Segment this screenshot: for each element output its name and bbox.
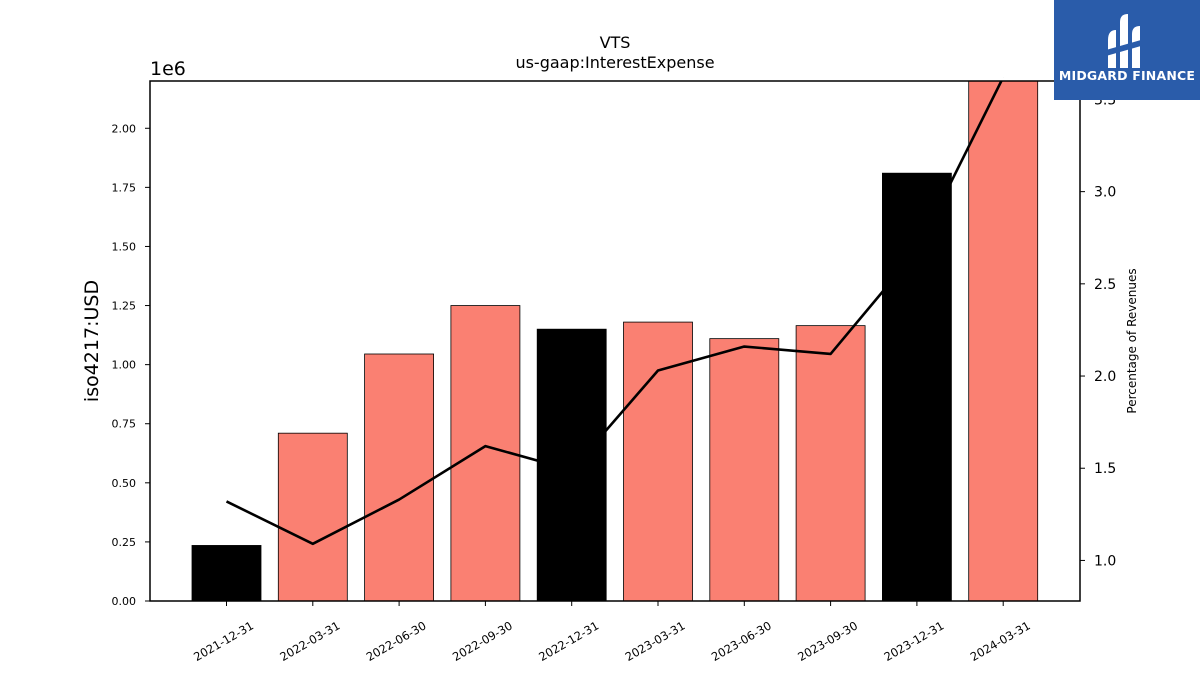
y2-tick-label: 2.5: [1094, 277, 1116, 293]
y-offset-label: 1e6: [150, 58, 186, 80]
line-series: [225, 81, 1003, 546]
x-ticks-group: 2021-12-31 2022-03-31 2022-06-30 2022-09-30…: [191, 601, 1033, 664]
bar-2023-03-31: [623, 321, 693, 602]
y-tick-label: 1.50: [112, 240, 137, 253]
x-tick-label: 2023-03-31: [623, 618, 688, 664]
x-tick-label: 2022-06-30: [364, 618, 429, 664]
bar-2022-12-31: [536, 328, 607, 602]
plot-frame: [149, 80, 1081, 602]
y2-axis-label: Percentage of Revenues: [1125, 268, 1139, 413]
y-tick-label: 0.00: [112, 595, 137, 608]
bar-2023-12-31: [882, 172, 952, 602]
bar-2024-03-31: [968, 80, 1039, 602]
y-tick-label: 1.00: [112, 359, 137, 372]
y2-tick-label: 2.0: [1094, 369, 1116, 385]
bar-2022-06-30: [364, 353, 435, 602]
y2-ticks-group: 1.01.52.02.53.03.5: [1080, 92, 1116, 569]
y2-tick-label: 1.0: [1094, 553, 1116, 569]
x-tick-label: 2023-06-30: [709, 618, 774, 664]
chart-subtitle: us-gaap:InterestExpense: [515, 53, 714, 72]
y-tick-label: 0.75: [112, 418, 137, 431]
logo-mark-icon: [1106, 14, 1148, 68]
logo-text: MIDGARD FINANCE: [1058, 68, 1196, 83]
x-tick-label: 2024-03-31: [968, 618, 1033, 664]
x-tick-label: 2022-09-30: [450, 618, 515, 664]
chart-title: VTS: [600, 33, 631, 52]
y-axis-label: iso4217:USD: [81, 280, 103, 402]
bars-group: [191, 80, 1039, 602]
y-tick-label: 0.50: [112, 477, 137, 490]
y2-tick-label: 3.0: [1094, 185, 1116, 201]
x-tick-label: 2022-03-31: [277, 618, 342, 664]
x-tick-label: 2023-09-30: [795, 618, 860, 664]
bar-2022-03-31: [277, 432, 348, 602]
bar-2021-12-31: [191, 545, 262, 602]
y-tick-label: 0.25: [112, 536, 137, 549]
midgard-finance-logo: MIDGARD FINANCE: [1054, 0, 1200, 100]
y2-tick-label: 1.5: [1094, 461, 1116, 477]
y-tick-label: 1.25: [112, 300, 137, 313]
y-tick-label: 1.75: [112, 181, 137, 194]
line-group: [225, 77, 1004, 546]
y-ticks-group: 0.00 0.25 0.50 0.75 1.00 1.25 1.50 1.75 2.00: [112, 122, 150, 608]
x-tick-label: 2023-12-31: [882, 618, 947, 664]
x-tick-label: 2021-12-31: [191, 618, 256, 664]
bar-2023-06-30: [709, 338, 780, 602]
bar-2023-09-30: [795, 325, 866, 602]
y-tick-label: 2.00: [112, 122, 137, 135]
x-tick-label: 2022-12-31: [536, 618, 601, 664]
